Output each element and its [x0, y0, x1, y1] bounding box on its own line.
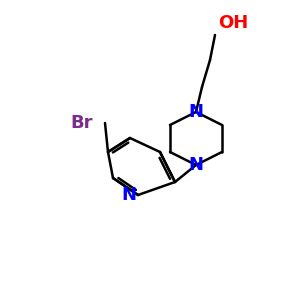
Text: OH: OH [218, 14, 248, 32]
Text: Br: Br [70, 114, 93, 132]
Text: N: N [188, 156, 203, 174]
Text: N: N [188, 103, 203, 121]
Text: N: N [121, 186, 136, 204]
